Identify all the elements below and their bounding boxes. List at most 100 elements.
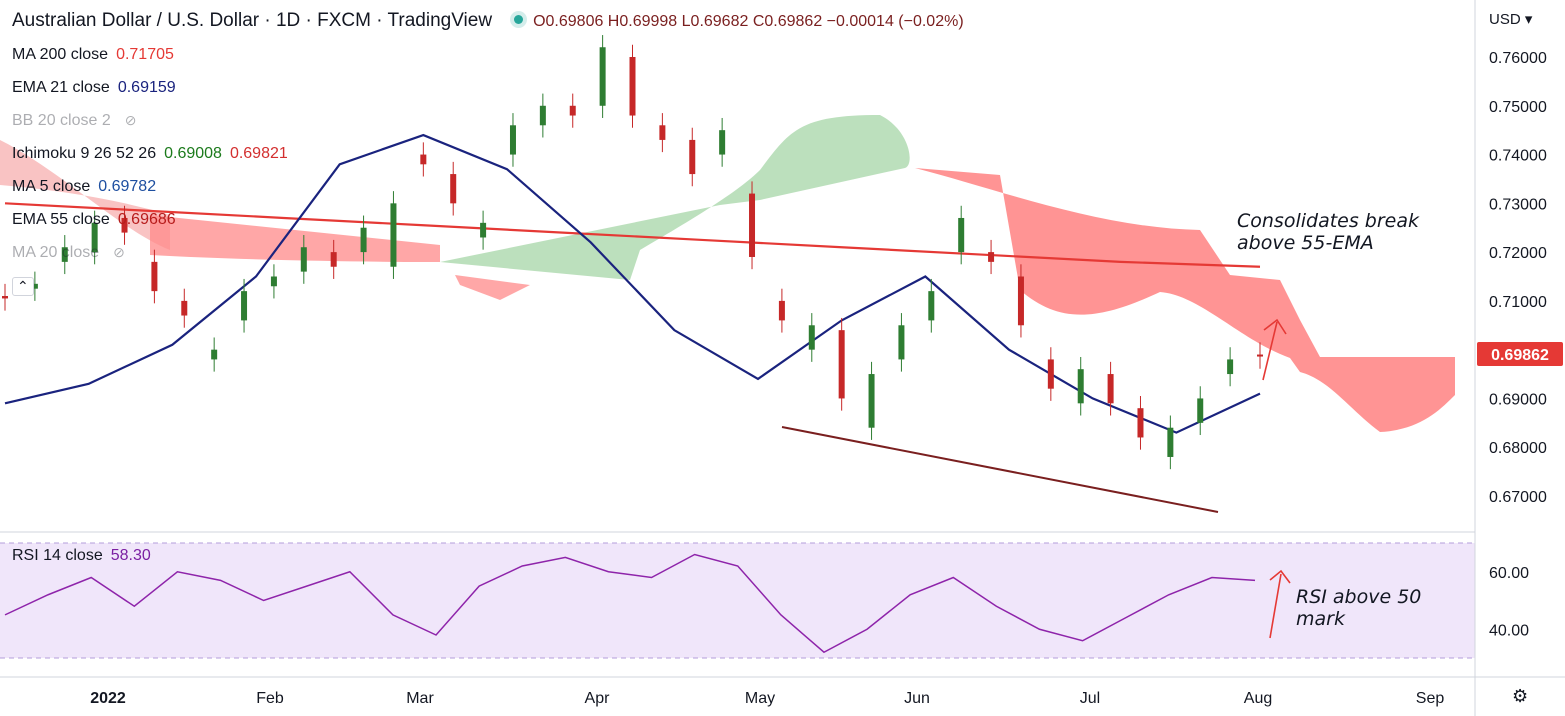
rsi-tick-label: 60.00 — [1489, 565, 1529, 582]
legend-label: MA 5 close — [12, 178, 91, 195]
candle-body — [749, 193, 756, 257]
legend-ema21[interactable]: EMA 21 close 0.69159 — [12, 79, 176, 97]
candle-body — [868, 374, 875, 428]
live-status-icon — [514, 15, 524, 25]
time-tick-label: Jun — [904, 690, 930, 707]
candle-body — [330, 252, 337, 267]
candle-body — [689, 139, 696, 175]
legend-rsi[interactable]: RSI 14 close 58.30 — [12, 547, 151, 565]
candle-body — [838, 330, 845, 399]
annotation-ema: Consolidates break above 55-EMA — [1237, 210, 1419, 254]
currency-selector[interactable]: USD ▾ — [1489, 10, 1532, 28]
rsi-pane — [0, 543, 1475, 658]
annotation-rsi: RSI above 50 mark — [1296, 586, 1421, 630]
candles — [2, 35, 1263, 470]
legend-value: 0.69782 — [98, 178, 157, 195]
annotation-line: RSI above 50 — [1296, 586, 1422, 608]
legend-ma20[interactable]: MA 20 close ⊘ — [12, 244, 125, 262]
candle-body — [241, 291, 248, 321]
candle-body — [659, 125, 666, 140]
candle-body — [270, 276, 277, 287]
price-tick-label: 0.74000 — [1489, 148, 1547, 165]
annotation-line: Consolidates break — [1237, 210, 1420, 232]
annotation-line: mark — [1296, 608, 1345, 630]
candle-body — [300, 247, 307, 272]
candle-body — [1047, 359, 1054, 389]
candle-body — [2, 296, 8, 299]
time-tick-label: Jul — [1080, 690, 1100, 707]
legend-label: MA 200 close — [12, 46, 109, 63]
time-tick-label: Sep — [1416, 690, 1445, 707]
price-tick-label: 0.69000 — [1489, 391, 1547, 408]
support-trendline — [781, 426, 1219, 513]
rsi-path — [4, 553, 1256, 654]
price-badge-bg — [1477, 342, 1563, 366]
legend-value: 0.71705 — [116, 46, 174, 63]
legend-ema55[interactable]: EMA 55 close 0.69686 — [12, 211, 176, 229]
candle-body — [1137, 408, 1144, 438]
hidden-eye-icon[interactable]: ⊘ — [113, 244, 125, 260]
candle-body — [31, 283, 38, 289]
chevron-down-icon: ▾ — [1524, 11, 1533, 28]
legend-ma5[interactable]: MA 5 close 0.69782 — [12, 178, 156, 196]
time-tick-label: 2022 — [90, 690, 126, 707]
price-tick-label: 0.72000 — [1489, 245, 1547, 262]
arrow-up-icon — [1262, 318, 1287, 381]
candle-body — [1197, 398, 1204, 423]
candle-body — [480, 222, 487, 238]
collapse-legend-button[interactable]: ⌃ — [12, 277, 34, 296]
settings-gear-icon[interactable]: ⚙ — [1512, 686, 1529, 706]
candle-body — [151, 261, 158, 292]
candle-body — [539, 105, 546, 126]
legend-value: 0.69008 — [164, 145, 222, 162]
price-axis[interactable]: 0.76000 0.75000 0.74000 0.73000 0.72000 0.710… — [1489, 50, 1547, 506]
legend-value: 0.69159 — [117, 79, 176, 96]
time-tick-label: Aug — [1244, 690, 1272, 707]
candle-body — [360, 227, 367, 253]
rsi-line — [4, 553, 1256, 654]
time-axis[interactable]: 2022 Feb Mar Apr May Jun Jul Aug Sep — [90, 690, 1444, 707]
candle-body — [958, 217, 965, 253]
cloud-bear-area — [455, 275, 530, 300]
candle-body — [121, 217, 128, 233]
candle-body — [928, 291, 935, 321]
candle-body — [988, 252, 995, 262]
candle-body — [61, 247, 68, 262]
price-tick-label: 0.75000 — [1489, 99, 1547, 116]
ohlc-values: O0.69806 H0.69998 L0.69682 C0.69862 −0.0… — [533, 13, 964, 30]
candle-body — [1017, 276, 1024, 326]
cloud-bear-area — [150, 215, 440, 262]
candle-body — [1167, 427, 1174, 457]
hidden-eye-icon[interactable]: ⊘ — [124, 112, 137, 128]
legend-label: BB 20 close 2 — [12, 112, 111, 129]
legend-label: EMA 55 close — [12, 211, 110, 228]
candle-body — [91, 222, 98, 253]
legend-bb20[interactable]: BB 20 close 2 ⊘ — [12, 112, 136, 130]
cloud-bear-area — [915, 168, 1455, 432]
annotation-line: above 55-EMA — [1237, 232, 1374, 254]
price-tick-label: 0.67000 — [1489, 489, 1547, 506]
candle-body — [599, 47, 606, 106]
legend-label: RSI 14 close — [12, 547, 103, 564]
candle-body — [898, 325, 905, 360]
candle-body — [390, 203, 397, 267]
candle-body — [509, 125, 516, 155]
legend-ma200[interactable]: MA 200 close 0.71705 — [12, 46, 174, 64]
candle-body — [1077, 369, 1084, 404]
candle-body — [181, 300, 188, 316]
legend-label: Ichimoku 9 26 52 26 — [12, 145, 157, 162]
price-tick-label: 0.76000 — [1489, 50, 1547, 67]
candle-body — [450, 174, 457, 204]
price-tick-label: 0.73000 — [1489, 196, 1547, 213]
time-tick-label: Apr — [585, 690, 611, 707]
ma200-line — [4, 202, 1261, 268]
candle-body — [808, 325, 815, 350]
time-tick-label: Feb — [256, 690, 284, 707]
legend-value: 58.30 — [110, 547, 151, 564]
candle-body — [1257, 354, 1263, 357]
legend-ichimoku[interactable]: Ichimoku 9 26 52 26 0.69008 0.69821 — [12, 145, 288, 163]
legend-value-2: 0.69821 — [229, 145, 288, 162]
chart-title: Australian Dollar / U.S. Dollar · 1D · F… — [12, 10, 493, 31]
candle-body — [778, 300, 785, 321]
